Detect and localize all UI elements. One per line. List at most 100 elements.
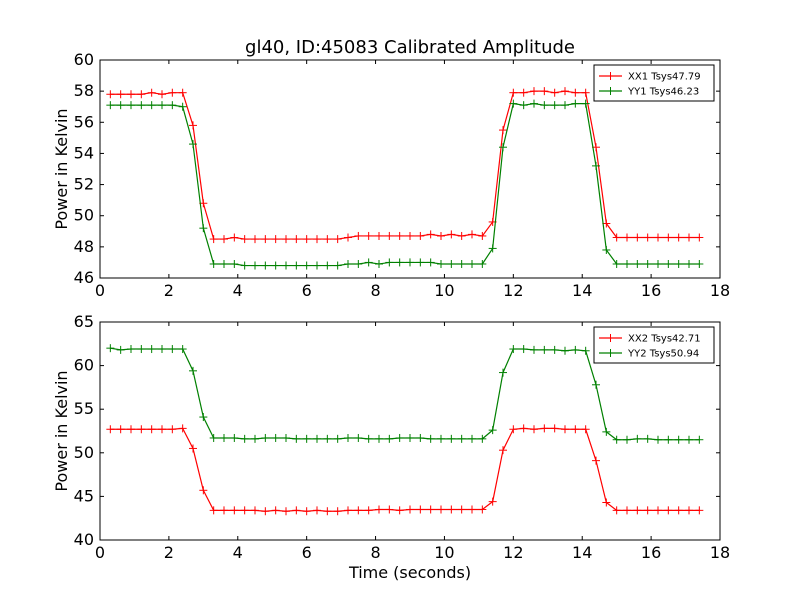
data-point [271,261,280,270]
data-point [685,435,693,444]
x-tick-label: 8 [370,543,380,562]
data-point [178,88,187,97]
data-point [302,261,311,270]
data-point [364,506,373,515]
data-point [385,258,394,267]
data-point [633,259,642,268]
y-tick-label: 65 [74,312,94,331]
data-point [147,345,156,354]
data-point [416,433,425,442]
data-point [313,261,321,270]
y-tick-label: 52 [74,175,94,194]
data-point [323,434,332,443]
data-point [199,486,208,495]
data-point [209,235,218,244]
x-tick-label: 2 [164,281,174,300]
x-tick-label: 8 [370,281,380,300]
data-point [364,231,373,240]
data-point [406,258,414,267]
data-point [509,99,518,108]
y-tick-label: 55 [74,399,94,418]
legend: XX2 Tsys42.71 YY2 Tsys50.94 [593,326,715,364]
data-point [581,425,590,434]
y-tick-label: 58 [74,81,94,100]
data-point [612,506,621,515]
data-point [602,427,611,436]
data-point [354,433,363,442]
data-point [674,233,683,242]
data-point [509,425,518,434]
data-point [385,231,394,240]
data-point [540,87,549,96]
data-point [426,434,435,443]
data-point [406,231,414,240]
data-point [116,425,125,434]
data-point [292,261,301,270]
data-point [147,101,156,110]
data-point [395,231,404,240]
data-point [168,345,177,354]
data-point [220,235,228,244]
data-point [240,506,249,515]
y-tick-label: 40 [74,530,94,549]
data-point [106,90,115,99]
data-point [292,235,301,244]
data-point [416,231,425,240]
data-point [313,506,321,515]
data-point [602,245,611,254]
x-tick-label: 18 [710,281,730,300]
x-tick-label: 10 [434,281,454,300]
data-point [550,345,559,354]
data-point [189,366,197,375]
data-point [230,433,239,442]
data-point [457,259,466,268]
data-point [282,261,290,270]
data-point [561,346,569,355]
data-point [561,101,569,110]
data-point [623,259,631,268]
data-point [199,413,208,422]
data-point [220,259,228,268]
data-point [385,505,394,514]
data-point [209,506,218,515]
data-point [271,235,280,244]
data-point [571,99,580,108]
data-point [581,88,590,97]
data-point [127,425,135,434]
data-point [416,258,425,267]
data-point [592,161,600,170]
data-point [654,233,662,242]
data-point [695,233,704,242]
data-point [437,259,445,268]
data-point [499,446,507,455]
data-point [375,231,383,240]
y-tick-label: 56 [74,112,94,131]
data-point [158,425,166,434]
data-point [406,505,414,514]
y-tick-label: 48 [74,237,94,256]
data-point [147,88,156,97]
data-point [540,424,549,433]
data-point [519,345,528,354]
data-point [127,345,135,354]
data-point [540,101,549,110]
legend-box [593,326,715,364]
series-line-1 [110,427,700,512]
data-point [261,433,270,442]
x-tick-label: 14 [572,543,592,562]
data-point [447,259,456,268]
data-point [540,345,549,354]
data-point [251,506,259,515]
data-point [220,506,228,515]
series-line-2 [110,102,700,267]
data-point [189,444,197,453]
data-point [333,507,342,516]
data-point [364,258,373,267]
bottom-chart-panel: 0 2 4 6 8 10 12 14 16 18 40 45 50 55 60 65 Power in Kelv… [52,312,730,582]
data-point [612,233,621,242]
data-point [561,425,569,434]
x-tick-label: 12 [503,281,523,300]
data-point [354,259,363,268]
x-tick-label: 16 [641,281,661,300]
